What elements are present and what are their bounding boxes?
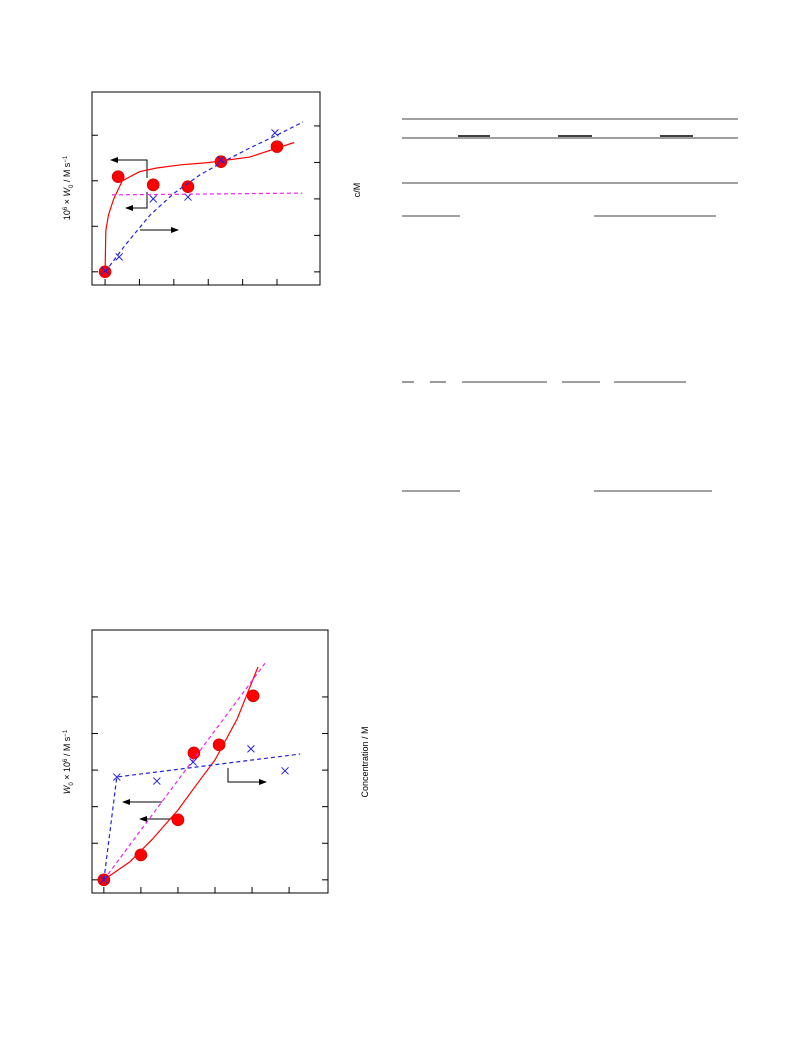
label-part: −1 bbox=[63, 155, 69, 163]
data-point bbox=[100, 875, 108, 884]
series-line bbox=[103, 666, 259, 881]
plot-area bbox=[97, 661, 301, 887]
data-point bbox=[115, 253, 124, 261]
data-point bbox=[134, 848, 148, 862]
data-point bbox=[181, 180, 195, 193]
label-part: / M s bbox=[62, 162, 72, 184]
data-point bbox=[187, 746, 201, 760]
plot-frame bbox=[91, 91, 321, 286]
series-line bbox=[111, 192, 303, 196]
data-point bbox=[247, 745, 255, 753]
data-point bbox=[189, 758, 197, 766]
data-point bbox=[112, 773, 121, 781]
label-part: W bbox=[62, 187, 72, 197]
label-part: −1 bbox=[63, 729, 69, 737]
label-part: 0 bbox=[69, 782, 75, 786]
series-line bbox=[103, 753, 301, 880]
data-point bbox=[246, 689, 260, 703]
series-line bbox=[103, 661, 267, 881]
label-part: 0 bbox=[69, 184, 75, 188]
table-rules bbox=[402, 118, 738, 492]
series-line bbox=[104, 121, 304, 273]
series-line bbox=[104, 141, 295, 272]
data-point bbox=[281, 766, 289, 775]
data-point bbox=[111, 170, 125, 183]
label-part: 6 bbox=[63, 758, 69, 762]
y2-axis-label: Concentration / M bbox=[360, 726, 370, 797]
label-part: / M s bbox=[62, 736, 72, 758]
label-part: W bbox=[62, 784, 72, 794]
y-axis-label: W0 × 106 / M s−1 bbox=[62, 729, 75, 794]
arrows bbox=[110, 157, 267, 822]
y2-axis-label: c/M bbox=[352, 183, 362, 198]
label-part: × 10 bbox=[62, 762, 72, 782]
label-part: 10 bbox=[62, 210, 72, 220]
data-point bbox=[101, 266, 109, 275]
label-part: × bbox=[62, 197, 72, 207]
data-point bbox=[152, 777, 161, 785]
data-point bbox=[171, 813, 185, 827]
label-part: 6 bbox=[63, 206, 69, 210]
data-point bbox=[146, 178, 160, 192]
plot-frame bbox=[91, 629, 329, 894]
data-point bbox=[271, 129, 279, 137]
plot-area bbox=[98, 121, 304, 279]
data-point bbox=[149, 195, 158, 203]
y-axis-label: 106 × W0 / M s−1 bbox=[62, 155, 75, 220]
